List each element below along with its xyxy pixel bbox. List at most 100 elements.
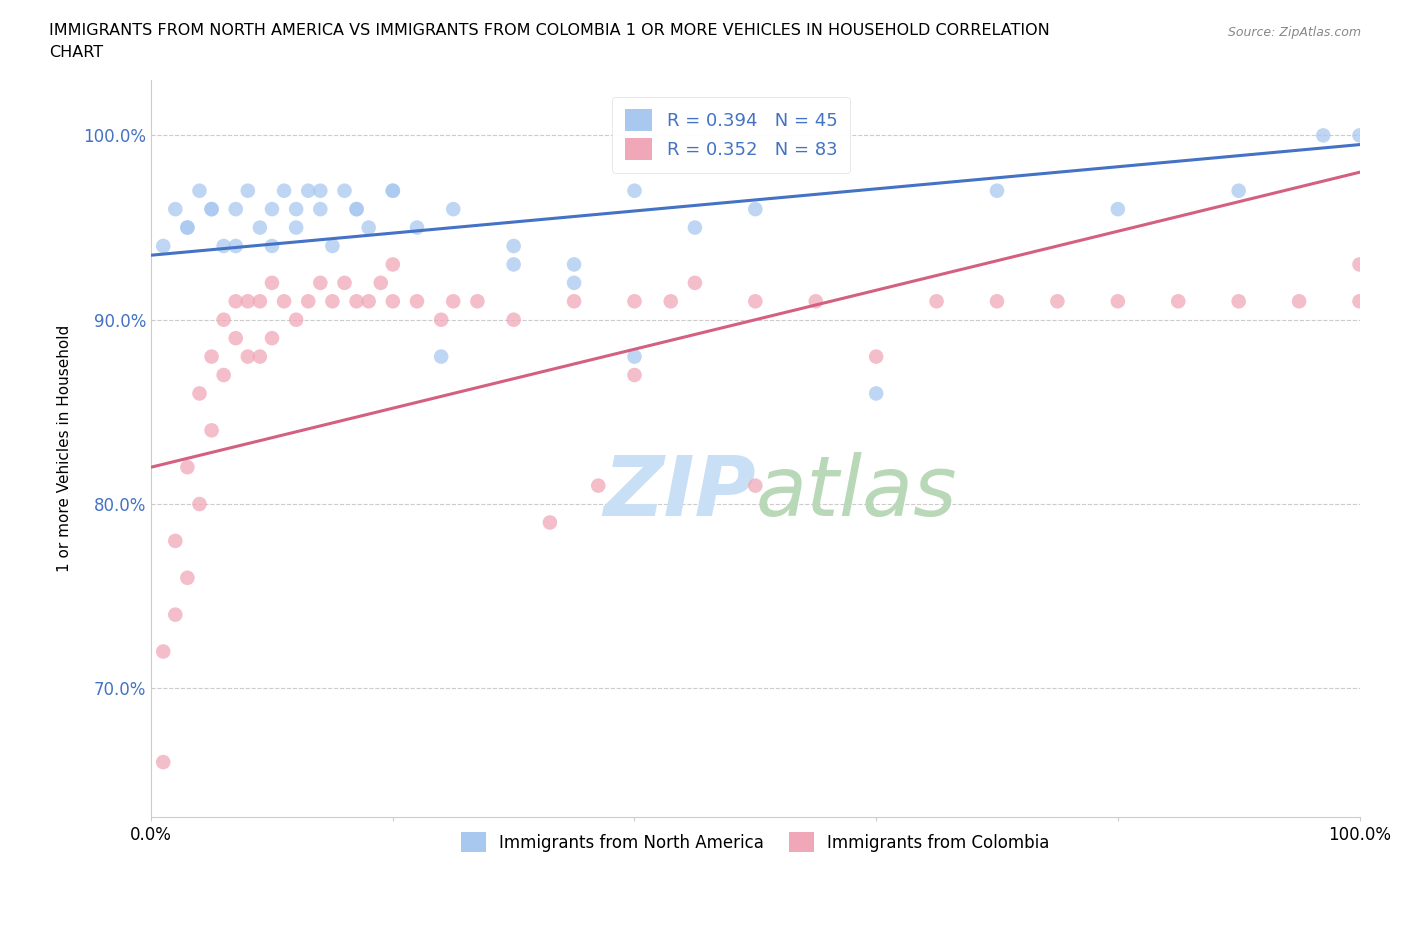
Point xyxy=(441,294,464,309)
Point xyxy=(346,202,368,217)
Point xyxy=(441,202,464,217)
Point xyxy=(562,294,585,309)
Point xyxy=(152,644,174,659)
Point xyxy=(260,239,283,254)
Point xyxy=(1167,294,1189,309)
Point xyxy=(562,275,585,290)
Point xyxy=(321,294,343,309)
Point xyxy=(683,275,706,290)
Point xyxy=(165,534,187,549)
Point xyxy=(176,570,198,585)
Point xyxy=(683,220,706,235)
Point xyxy=(1312,128,1334,143)
Point xyxy=(1107,202,1129,217)
Point xyxy=(1046,294,1069,309)
Text: CHART: CHART xyxy=(49,45,103,60)
Point xyxy=(188,386,211,401)
Point xyxy=(333,183,356,198)
Point xyxy=(212,367,235,382)
Point xyxy=(370,275,392,290)
Point xyxy=(188,497,211,512)
Point xyxy=(381,294,404,309)
Text: IMMIGRANTS FROM NORTH AMERICA VS IMMIGRANTS FROM COLOMBIA 1 OR MORE VEHICLES IN : IMMIGRANTS FROM NORTH AMERICA VS IMMIGRA… xyxy=(49,23,1050,38)
Point xyxy=(623,367,645,382)
Text: ZIP: ZIP xyxy=(603,453,755,534)
Point xyxy=(249,349,271,364)
Point xyxy=(212,239,235,254)
Point xyxy=(273,294,295,309)
Point xyxy=(236,349,259,364)
Point xyxy=(986,183,1008,198)
Point xyxy=(176,459,198,474)
Point xyxy=(925,294,948,309)
Point xyxy=(309,183,332,198)
Point xyxy=(1348,257,1371,272)
Point xyxy=(1348,294,1371,309)
Point xyxy=(659,294,682,309)
Point xyxy=(406,220,429,235)
Point xyxy=(249,294,271,309)
Point xyxy=(1227,294,1250,309)
Point xyxy=(623,294,645,309)
Point xyxy=(381,183,404,198)
Y-axis label: 1 or more Vehicles in Household: 1 or more Vehicles in Household xyxy=(58,326,72,572)
Point xyxy=(346,202,368,217)
Point xyxy=(357,220,380,235)
Point xyxy=(260,275,283,290)
Point xyxy=(297,183,319,198)
Point xyxy=(188,183,211,198)
Point xyxy=(538,515,561,530)
Text: Source: ZipAtlas.com: Source: ZipAtlas.com xyxy=(1227,26,1361,39)
Point xyxy=(357,294,380,309)
Point xyxy=(236,183,259,198)
Point xyxy=(406,294,429,309)
Point xyxy=(381,183,404,198)
Point xyxy=(1348,128,1371,143)
Point xyxy=(285,220,308,235)
Point xyxy=(225,202,247,217)
Point xyxy=(309,275,332,290)
Point xyxy=(273,183,295,198)
Point xyxy=(260,202,283,217)
Point xyxy=(165,202,187,217)
Point xyxy=(165,607,187,622)
Point xyxy=(1288,294,1310,309)
Point xyxy=(152,239,174,254)
Point xyxy=(502,257,524,272)
Point xyxy=(212,312,235,327)
Point xyxy=(865,386,887,401)
Point xyxy=(225,294,247,309)
Point xyxy=(225,331,247,346)
Point xyxy=(297,294,319,309)
Point xyxy=(744,202,766,217)
Point xyxy=(333,275,356,290)
Point xyxy=(225,239,247,254)
Point xyxy=(200,202,222,217)
Point xyxy=(249,220,271,235)
Point xyxy=(804,294,827,309)
Point xyxy=(744,478,766,493)
Text: atlas: atlas xyxy=(755,453,957,534)
Point xyxy=(236,294,259,309)
Point xyxy=(381,257,404,272)
Point xyxy=(346,294,368,309)
Point xyxy=(200,423,222,438)
Point xyxy=(430,312,453,327)
Point xyxy=(309,202,332,217)
Point xyxy=(285,312,308,327)
Point xyxy=(562,257,585,272)
Point xyxy=(260,331,283,346)
Point xyxy=(321,239,343,254)
Legend: Immigrants from North America, Immigrants from Colombia: Immigrants from North America, Immigrant… xyxy=(453,824,1059,860)
Point xyxy=(467,294,489,309)
Point xyxy=(502,312,524,327)
Point xyxy=(285,202,308,217)
Point xyxy=(744,294,766,309)
Point xyxy=(1227,183,1250,198)
Point xyxy=(200,202,222,217)
Point xyxy=(176,220,198,235)
Point xyxy=(430,349,453,364)
Point xyxy=(865,349,887,364)
Point xyxy=(986,294,1008,309)
Point xyxy=(1107,294,1129,309)
